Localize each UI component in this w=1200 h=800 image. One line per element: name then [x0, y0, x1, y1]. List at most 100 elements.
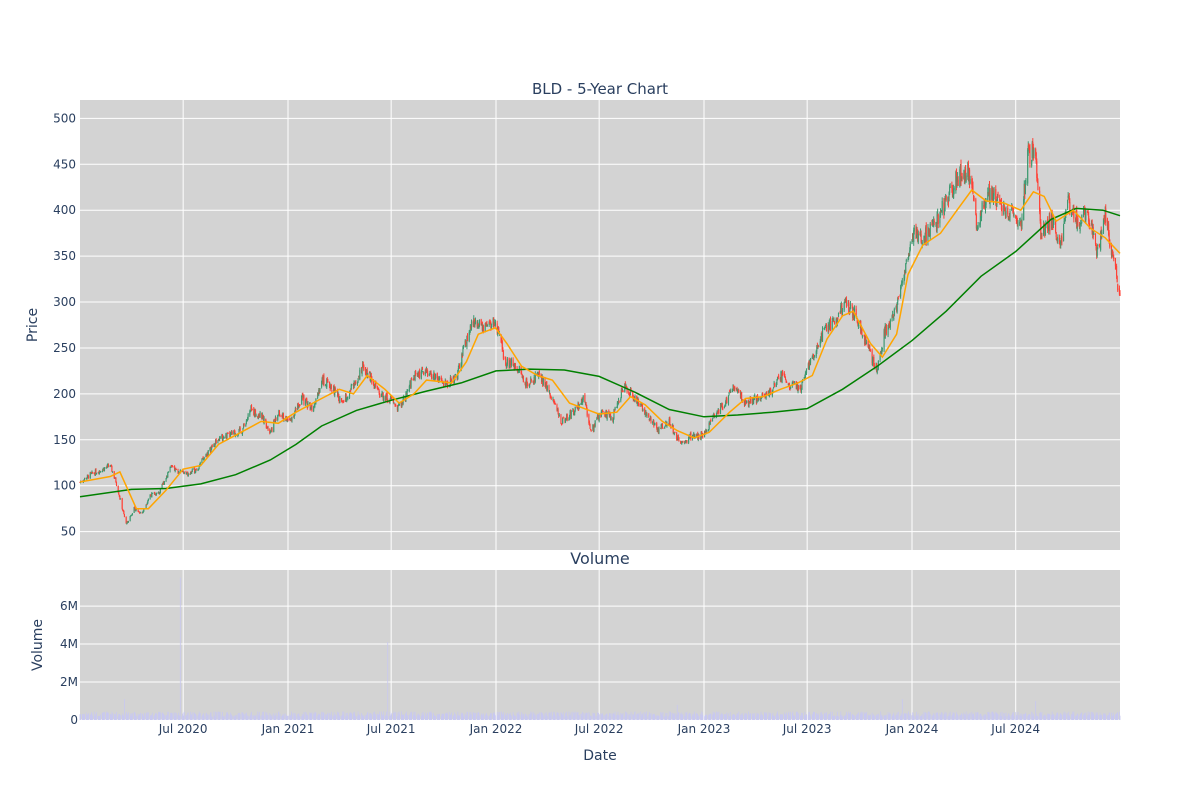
candle-body [677, 436, 679, 441]
candle-body [385, 393, 387, 400]
volume-bar [1005, 716, 1006, 720]
volume-bar [214, 715, 215, 720]
candle-body [718, 409, 720, 414]
candle-body [688, 434, 690, 439]
volume-bar [732, 715, 733, 720]
price-y-tick-label: 200 [53, 387, 76, 401]
candle-body [860, 320, 862, 334]
volume-bar [1013, 712, 1014, 720]
volume-bar [443, 713, 444, 720]
volume-bar [186, 715, 188, 720]
ma-long-line [79, 207, 1121, 498]
candle-body [345, 393, 347, 401]
candle-body [298, 405, 300, 409]
volume-bar [481, 714, 483, 720]
volume-bar [358, 715, 360, 720]
volume-bar [177, 714, 179, 720]
volume-bar [1111, 712, 1112, 720]
candle-body [532, 381, 534, 383]
volume-bar [661, 712, 663, 720]
candle-body [301, 394, 303, 397]
candle-body [620, 399, 622, 401]
volume-bar [374, 714, 376, 720]
volume-bar [959, 714, 961, 720]
volume-bar [486, 714, 488, 720]
candle-body [676, 438, 678, 440]
candle-body [584, 402, 587, 404]
volume-bar [211, 716, 213, 720]
candle-body [175, 468, 177, 470]
volume-bar [961, 713, 962, 720]
volume-bar [363, 715, 365, 720]
candle-body [909, 250, 911, 253]
candle-body [114, 477, 116, 479]
volume-bar [596, 715, 598, 720]
candle-body [1001, 208, 1003, 212]
volume-bar [742, 715, 744, 720]
volume-bar [349, 712, 351, 720]
candle-body [880, 352, 882, 354]
volume-bar [381, 711, 382, 720]
volume-bar [307, 715, 309, 720]
volume-bar [1081, 712, 1083, 720]
candle-body [1032, 147, 1034, 159]
candle-body [330, 384, 332, 390]
price-y-tick-label: 450 [53, 157, 76, 171]
candle-body [1077, 218, 1079, 227]
candle-body [437, 380, 439, 382]
volume-bar [478, 712, 480, 720]
volume-bar [151, 712, 153, 720]
candle-body [640, 405, 642, 407]
volume-bar [345, 712, 347, 720]
candle-body [957, 176, 959, 178]
volume-bar [672, 714, 674, 720]
candle-body [668, 423, 670, 425]
candle-body [1044, 229, 1046, 236]
volume-bar [422, 714, 423, 720]
candle-body [991, 187, 993, 200]
volume-bar [126, 711, 128, 720]
volume-bar [153, 715, 155, 720]
volume-bar [706, 715, 708, 720]
candle-body [1016, 219, 1018, 221]
volume-bar [309, 713, 311, 720]
candle-body [425, 370, 427, 373]
candle-body [477, 322, 479, 329]
volume-bar [254, 715, 256, 720]
candle-body [514, 363, 516, 369]
volume-bar [251, 715, 253, 720]
volume-bar [758, 714, 760, 720]
volume-bar [1117, 712, 1119, 720]
candle-body [150, 494, 152, 497]
volume-bar [1000, 715, 1002, 720]
volume-bar [293, 712, 295, 720]
price-y-tick-label: 250 [53, 341, 76, 355]
candle-body [356, 381, 359, 385]
volume-bar [828, 713, 830, 720]
candle-body [847, 300, 849, 306]
candle-body [1047, 229, 1049, 231]
candle-body [588, 422, 591, 426]
candle-body [613, 409, 616, 412]
volume-bar [586, 712, 588, 720]
candle-body [609, 413, 611, 416]
volume-bar [1027, 716, 1029, 720]
volume-bar [210, 712, 212, 720]
volume-bar [346, 716, 348, 720]
candle-body [1021, 217, 1023, 227]
candle-body [755, 396, 757, 404]
volume-bar [390, 714, 392, 720]
volume-bar [302, 715, 304, 720]
candle-body [382, 393, 384, 400]
volume-bar [459, 715, 460, 720]
volume-bar [650, 715, 651, 720]
candle-body [425, 368, 428, 372]
candle-body [745, 402, 747, 404]
candle-body [605, 410, 607, 418]
candle-body [350, 385, 352, 390]
candle-body [576, 406, 578, 408]
candle-body [903, 277, 905, 283]
volume-bar [597, 715, 599, 720]
candle-body [650, 417, 652, 423]
candle-body [879, 354, 881, 361]
